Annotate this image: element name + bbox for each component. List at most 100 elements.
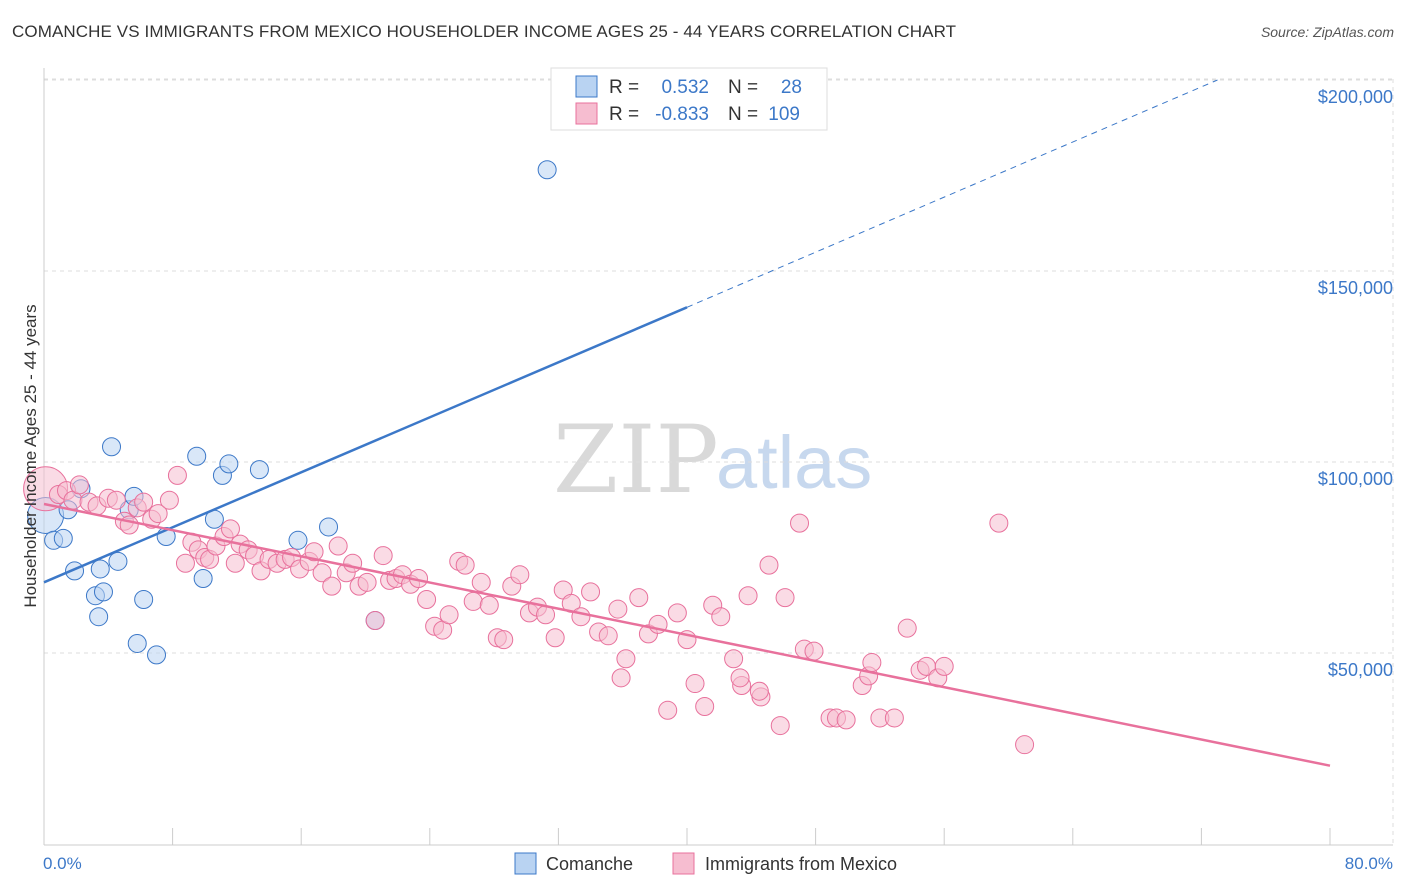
mexico-point-10 [119,515,139,535]
mexico-point-41 [343,553,363,573]
mexico-point-54 [439,605,459,625]
mexico-points [23,465,1035,755]
y-axis-label: Householder Income Ages 25 - 44 years [21,304,40,607]
mexico-point-43 [357,572,377,592]
trend-lines [43,79,1331,767]
comanche-point-8 [90,559,110,579]
comanche-point-9 [93,582,113,602]
comanche-trend-extension [686,79,1218,308]
mexico-point-45 [373,546,393,566]
mexico-point-99 [836,710,856,730]
legend-label-mexico: Immigrants from Mexico [705,854,897,874]
comanche-trend-line [43,306,688,584]
mexico-point-89 [738,586,758,606]
mexico-point-112 [730,668,750,688]
y-tick-label-3: $200,000 [1318,87,1393,107]
chart-title: COMANCHE VS IMMIGRANTS FROM MEXICO HOUSE… [12,22,957,41]
watermark-zip: ZIP [553,406,719,515]
mexico-point-111 [1015,735,1035,755]
stats-legend-r-label-comanche: R = [609,77,639,98]
mexico-point-37 [312,563,332,583]
mexico-point-102 [862,653,882,673]
mexico-point-113 [749,681,769,701]
source-credit: Source: ZipAtlas.com [1260,24,1394,40]
mexico-point-75 [616,649,636,669]
mexico-point-91 [759,555,779,575]
mexico-point-16 [167,465,187,485]
comanche-point-14 [127,633,147,653]
mexico-point-58 [471,572,491,592]
comanche-point-24 [288,530,308,550]
mexico-point-104 [884,708,904,728]
stats-legend-r-value-comanche: 0.532 [661,77,709,98]
mexico-point-81 [667,603,687,623]
mexico-point-38 [322,576,342,596]
axes [43,68,1393,846]
y-tick-label-1: $100,000 [1318,469,1393,489]
mexico-point-76 [611,668,631,688]
watermark-atlas: atlas [716,421,872,504]
stats-legend: R = 0.532 N = 28 R = -0.833 N = 109 [550,67,828,131]
legend-swatch-mexico [672,852,695,875]
comanche-point-16 [147,645,167,665]
mexico-point-110 [989,513,1009,533]
mexico-point-77 [629,588,649,608]
mexico-point-39 [328,536,348,556]
mexico-point-17 [175,553,195,573]
stats-legend-n-label-mexico: N = [728,104,758,125]
mexico-point-70 [571,607,591,627]
mexico-point-74 [608,599,628,619]
stats-legend-r-label-mexico: R = [609,104,639,125]
mexico-point-105 [897,618,917,638]
mexico-point-87 [724,649,744,669]
comanche-point-11 [102,437,122,457]
comanche-point-15 [134,590,154,610]
stats-legend-swatch-comanche [575,75,598,98]
y-tick-label-0: $50,000 [1328,660,1393,680]
mexico-point-96 [804,641,824,661]
legend-label-comanche: Comanche [546,854,633,874]
mexico-point-24 [220,519,240,539]
mexico-point-61 [494,630,514,650]
mexico-point-73 [598,626,618,646]
mexico-point-36 [304,542,324,562]
mexico-point-84 [695,696,715,716]
y-tick-label-2: $150,000 [1318,278,1393,298]
stats-legend-r-value-mexico: -0.833 [655,104,709,125]
mexico-point-83 [685,674,705,694]
watermark: ZIP atlas [553,406,872,515]
mexico-point-67 [545,628,565,648]
mexico-point-4 [69,475,89,495]
mexico-point-59 [479,595,499,615]
mexico-point-86 [711,607,731,627]
stats-legend-n-label-comanche: N = [728,77,758,98]
mexico-point-44 [365,611,385,631]
comanche-point-25 [319,517,339,537]
grid-lines [44,78,1394,845]
mexico-point-80 [658,700,678,720]
comanche-point-18 [187,446,207,466]
stats-legend-swatch-mexico [575,102,598,125]
mexico-point-8 [106,490,126,510]
mexico-point-57 [463,591,483,611]
mexico-point-71 [581,582,601,602]
mexico-point-51 [417,590,437,610]
comanche-point-23 [249,460,269,480]
mexico-point-92 [770,716,790,736]
mexico-point-94 [790,513,810,533]
series-legend: Comanche Immigrants from Mexico [514,852,897,875]
comanche-point-27 [537,160,557,180]
mexico-point-15 [159,490,179,510]
mexico-trend-line [43,502,1331,767]
comanche-point-2 [53,528,73,548]
mexico-point-56 [455,555,475,575]
mexico-point-63 [510,565,530,585]
stats-legend-n-value-mexico: 109 [768,104,800,125]
y-tick-labels: $50,000 $100,000 $150,000 $200,000 [1318,87,1393,680]
mexico-point-14 [148,504,168,524]
mexico-point-93 [775,588,795,608]
comanche-point-10 [108,551,128,571]
comanche-point-22 [219,454,239,474]
legend-swatch-comanche [514,852,537,875]
